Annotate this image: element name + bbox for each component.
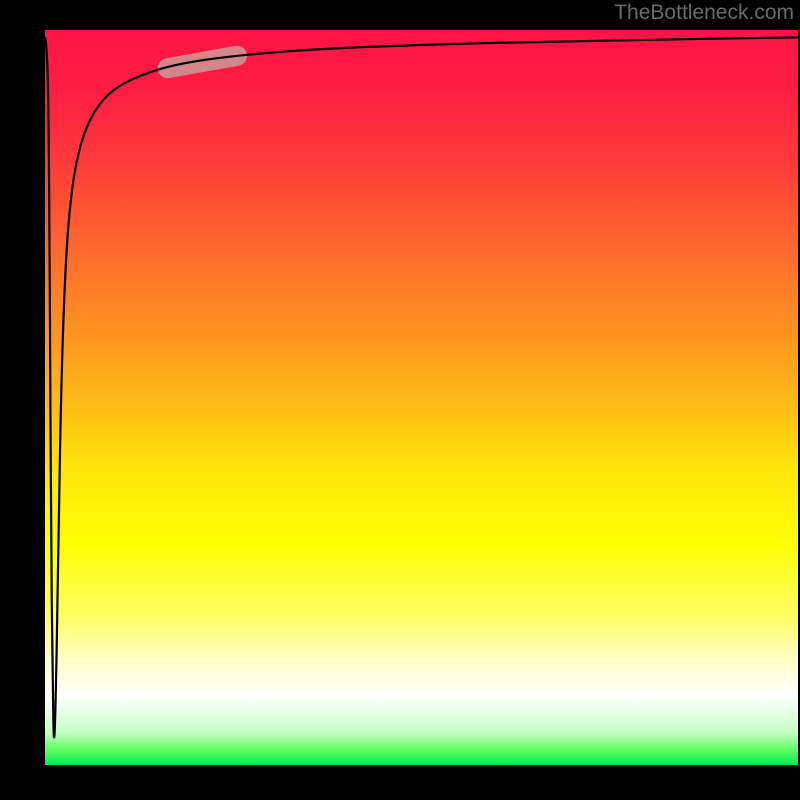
chart-frame: TheBottleneck.com [0, 0, 800, 800]
plot-area [45, 30, 798, 765]
bottleneck-curve [45, 37, 798, 737]
attribution-label: TheBottleneck.com [614, 1, 794, 25]
chart-curve-layer [45, 30, 798, 765]
